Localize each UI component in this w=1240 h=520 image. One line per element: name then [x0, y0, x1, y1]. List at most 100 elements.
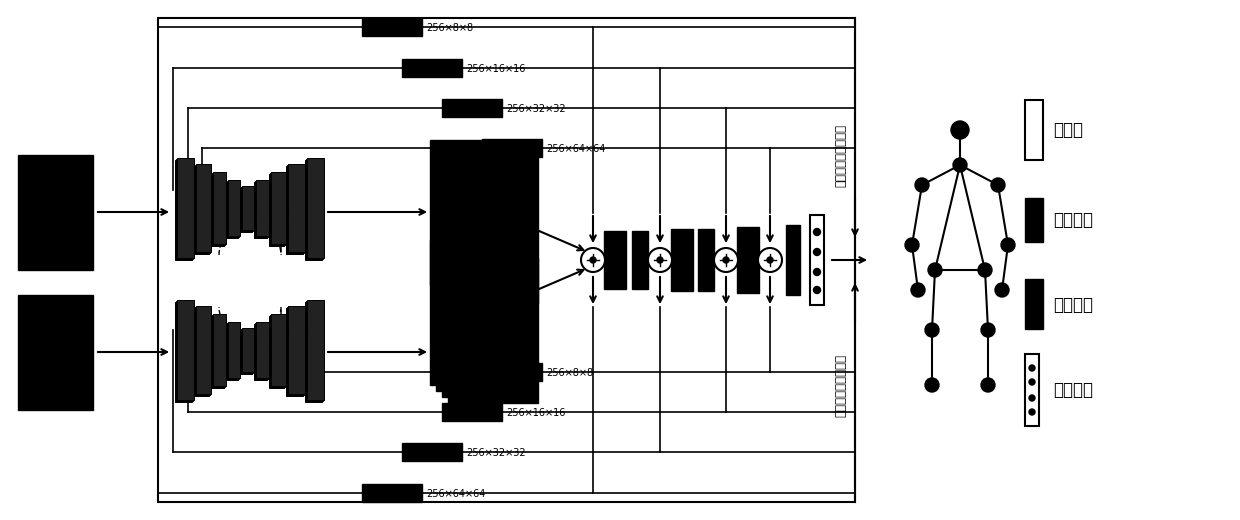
Bar: [1025, 100, 1043, 160]
Bar: [254, 182, 267, 238]
Circle shape: [911, 283, 925, 297]
Text: 256×64×64: 256×64×64: [427, 489, 485, 499]
Bar: [402, 59, 463, 77]
Bar: [441, 252, 532, 397]
Bar: [211, 316, 224, 388]
Text: 256×8×8: 256×8×8: [427, 23, 474, 33]
Circle shape: [768, 257, 773, 263]
Circle shape: [925, 323, 939, 337]
Bar: [737, 227, 759, 293]
Bar: [19, 155, 93, 270]
Bar: [241, 330, 252, 374]
Bar: [272, 314, 286, 386]
Bar: [430, 140, 520, 285]
Text: 256×16×16: 256×16×16: [466, 64, 526, 74]
Text: 256×8×8: 256×8×8: [546, 368, 593, 378]
Bar: [255, 323, 268, 379]
Bar: [786, 225, 800, 295]
Bar: [213, 172, 226, 244]
Bar: [288, 165, 304, 253]
Circle shape: [1029, 395, 1035, 401]
Bar: [195, 307, 211, 395]
Circle shape: [1029, 379, 1035, 385]
Circle shape: [714, 248, 738, 272]
Circle shape: [657, 257, 663, 263]
Bar: [362, 484, 422, 502]
Bar: [242, 328, 254, 372]
Bar: [196, 306, 211, 394]
Circle shape: [649, 248, 672, 272]
Bar: [255, 180, 269, 236]
Text: 分层特征提取编码器: 分层特征提取编码器: [835, 354, 847, 417]
Bar: [195, 165, 211, 253]
Bar: [254, 324, 267, 380]
Bar: [211, 174, 224, 246]
Bar: [177, 158, 193, 258]
Bar: [255, 322, 269, 378]
Circle shape: [1029, 409, 1035, 415]
Bar: [19, 295, 93, 410]
Text: 256×64×64: 256×64×64: [546, 144, 605, 154]
Bar: [226, 182, 238, 238]
Bar: [810, 215, 825, 305]
Bar: [402, 443, 463, 461]
Bar: [482, 139, 542, 157]
Bar: [196, 164, 211, 252]
Bar: [272, 172, 286, 244]
Bar: [193, 166, 210, 254]
Bar: [176, 301, 193, 401]
Circle shape: [590, 257, 596, 263]
Bar: [241, 188, 252, 232]
Bar: [436, 146, 526, 291]
Bar: [604, 231, 626, 289]
Bar: [441, 152, 532, 297]
Circle shape: [928, 263, 942, 277]
Text: 最大池层: 最大池层: [1053, 296, 1092, 314]
Bar: [288, 307, 304, 395]
Bar: [448, 158, 538, 303]
Bar: [430, 240, 520, 385]
Bar: [448, 258, 538, 403]
Circle shape: [905, 238, 919, 252]
Bar: [1025, 198, 1043, 242]
Bar: [306, 159, 324, 259]
Text: 卷积层: 卷积层: [1053, 121, 1083, 139]
Bar: [306, 301, 324, 401]
Bar: [441, 403, 502, 421]
Text: 256×16×16: 256×16×16: [506, 408, 565, 418]
Bar: [305, 160, 322, 260]
Bar: [270, 173, 285, 245]
Circle shape: [994, 283, 1009, 297]
Bar: [157, 18, 856, 502]
Text: 分层特征提取编码器: 分层特征提取编码器: [835, 124, 847, 187]
Text: 全连接层: 全连接层: [1053, 381, 1092, 399]
Bar: [436, 246, 526, 391]
Bar: [288, 164, 305, 252]
Circle shape: [813, 268, 821, 276]
Circle shape: [758, 248, 782, 272]
Bar: [212, 173, 226, 245]
Bar: [1025, 354, 1039, 426]
Circle shape: [981, 323, 994, 337]
Circle shape: [951, 121, 968, 139]
Bar: [227, 323, 239, 379]
Circle shape: [813, 249, 821, 255]
Bar: [177, 300, 193, 400]
Bar: [288, 306, 305, 394]
Bar: [176, 159, 193, 259]
Circle shape: [813, 228, 821, 236]
Circle shape: [915, 178, 929, 192]
Bar: [632, 231, 649, 289]
Bar: [1025, 279, 1043, 329]
Circle shape: [582, 248, 605, 272]
Circle shape: [978, 263, 992, 277]
Bar: [213, 314, 226, 386]
Bar: [226, 324, 238, 380]
Bar: [286, 308, 303, 396]
Bar: [441, 99, 502, 117]
Bar: [698, 229, 714, 291]
Bar: [193, 308, 210, 396]
Bar: [227, 181, 239, 237]
Bar: [175, 160, 192, 260]
Bar: [362, 18, 422, 36]
